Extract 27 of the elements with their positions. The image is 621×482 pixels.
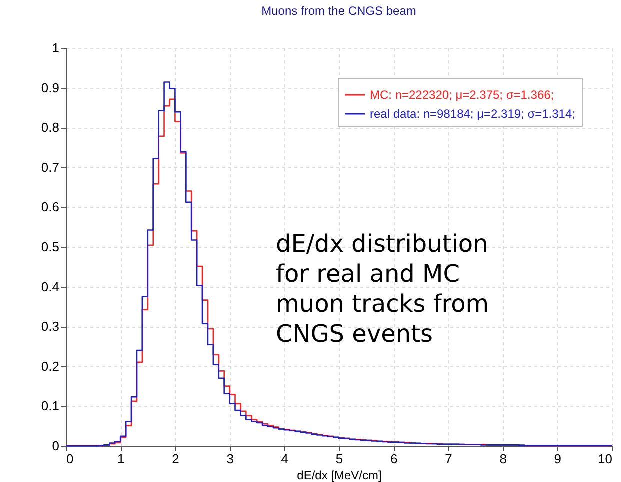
y-tick-label: 0 — [52, 438, 60, 454]
y-tick-label: 0.4 — [41, 279, 60, 294]
x-tick-label: 4 — [281, 452, 289, 466]
y-tick-label: 0.6 — [41, 200, 60, 215]
x-tick-label: 3 — [226, 452, 234, 466]
legend-label: real data: n=98184; μ=2.319; σ=1.314; — [370, 107, 576, 121]
x-axis-title: dE/dx [MeV/cm] — [297, 468, 382, 482]
x-tick-label: 7 — [445, 452, 452, 466]
x-tick-label: 5 — [336, 452, 344, 466]
x-tick-label: 2 — [172, 452, 180, 466]
y-tick-label: 0.9 — [41, 80, 60, 96]
y-tick-label: 0.3 — [41, 319, 60, 334]
x-tick-label: 6 — [390, 452, 398, 466]
x-tick-label: 1 — [117, 452, 125, 466]
annotation: dE/dx distribution for real and MC muon tracks from CNGS events — [276, 230, 490, 348]
x-tick-label: 9 — [554, 452, 562, 466]
y-tick-label: 0.8 — [41, 120, 60, 136]
y-tick-label: 0.5 — [41, 240, 60, 254]
y-tick-label: 1 — [52, 40, 60, 56]
y-tick-label: 0.2 — [41, 358, 60, 374]
y-tick-label: 0.1 — [41, 398, 60, 414]
legend-label: MC: n=222320; μ=2.375; σ=1.366; — [370, 88, 554, 102]
x-tick-label: 0 — [66, 452, 74, 466]
y-tick-label: 0.7 — [41, 160, 60, 175]
x-tick-label: 10 — [598, 452, 612, 466]
chart-title: Muons from the CNGS beam — [262, 4, 416, 18]
x-tick-label: 8 — [500, 452, 507, 466]
